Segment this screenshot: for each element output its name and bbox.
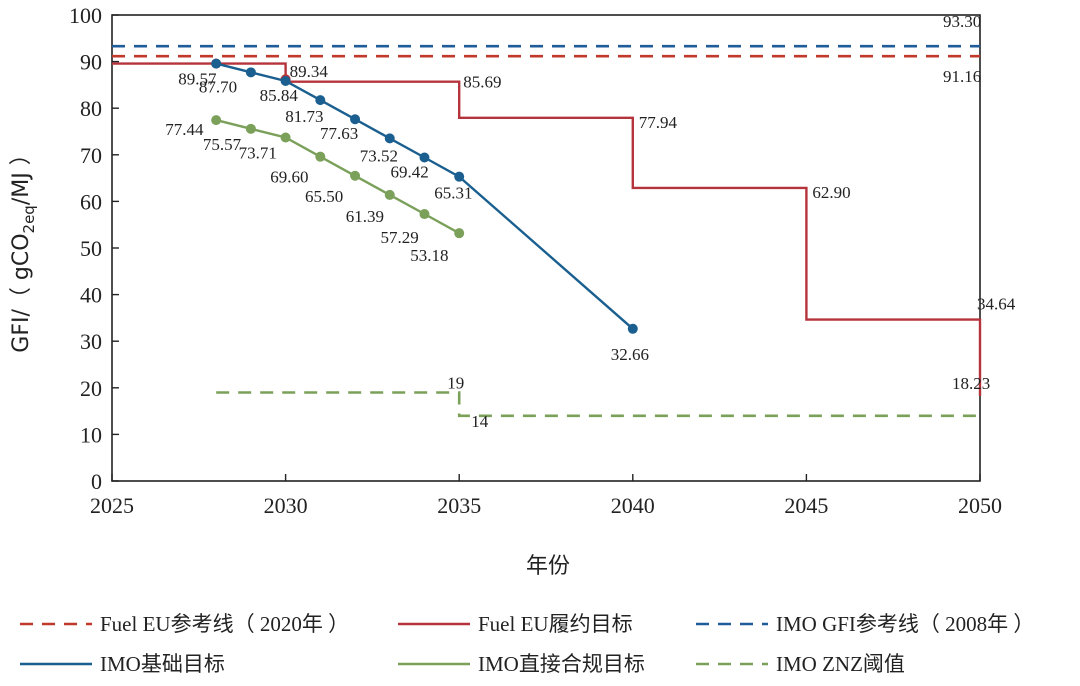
- data-point-imo_base: [280, 75, 291, 86]
- y-axis-title-sub: 2eq: [20, 205, 38, 233]
- data-point-imo_base: [245, 67, 256, 78]
- data-label-eu_target: 62.90: [812, 183, 850, 202]
- x-axis-title: 年份: [526, 554, 570, 579]
- data-label-imo_znz: 19: [447, 374, 464, 393]
- data-point-imo_base: [350, 114, 361, 125]
- x-tick-label: 2025: [90, 493, 134, 518]
- y-axis-title-main: GFI/（ gCO: [9, 233, 34, 352]
- data-point-imo_direct: [315, 151, 326, 162]
- data-label-imo_base: 77.63: [320, 124, 358, 143]
- legend-item-eu_target: Fuel EU履约目标: [398, 612, 633, 636]
- legend-item-imo_base: IMO基础目标: [20, 652, 225, 676]
- data-label-imo_base: 73.52: [360, 146, 398, 165]
- legend-label-imo_direct: IMO直接合规目标: [478, 652, 645, 676]
- data-point-imo_base: [384, 133, 395, 144]
- legend-label-imo_base: IMO基础目标: [100, 652, 225, 676]
- data-label-imo_direct: 53.18: [410, 246, 448, 265]
- legend-label-imo_znz: IMO ZNZ阈值: [776, 652, 905, 676]
- data-label-eu_target: 34.64: [977, 295, 1016, 314]
- legend-item-eu_ref: Fuel EU参考线（ 2020年 ）: [20, 612, 349, 636]
- legend-item-imo_znz: IMO ZNZ阈值: [696, 652, 905, 676]
- data-point-imo_base: [627, 323, 638, 334]
- data-label-imo_direct: 61.39: [346, 207, 384, 226]
- data-point-imo_direct: [419, 209, 430, 220]
- y-tick-label: 80: [80, 96, 102, 121]
- data-label-imo_base: 87.70: [199, 77, 237, 96]
- data-label-imo_direct: 73.71: [239, 144, 277, 163]
- legend-item-imo_direct: IMO直接合规目标: [398, 652, 645, 676]
- y-tick-label: 20: [80, 376, 102, 401]
- data-label-eu_target: 77.94: [639, 113, 678, 132]
- data-label-eu_target: 18.23: [952, 374, 990, 393]
- y-tick-label: 0: [91, 469, 102, 494]
- x-tick-label: 2030: [264, 493, 308, 518]
- data-label-layer: 91.16 93.30 89.57 89.34 85.69 77.94 62.90 34.64…: [165, 12, 1016, 431]
- y-tick-label: 10: [80, 422, 102, 447]
- data-point-imo_base: [419, 152, 430, 163]
- legend-label-imo_ref: IMO GFI参考线（ 2008年 ）: [776, 612, 1034, 636]
- data-point-imo_direct: [211, 115, 222, 126]
- data-label-imo_base: 65.31: [434, 184, 472, 203]
- data-point-imo_base: [454, 171, 465, 182]
- x-tick-label: 2040: [611, 493, 655, 518]
- y-tick-label: 100: [69, 3, 102, 28]
- data-point-imo_base: [315, 95, 326, 106]
- legend: Fuel EU参考线（ 2020年 ） Fuel EU履约目标 IMO GFI参考线…: [20, 612, 1034, 676]
- y-axis-title-unit: /MJ ）: [9, 143, 34, 205]
- series-line-eu_target: [112, 62, 982, 396]
- data-label-imo_znz: 14: [471, 412, 489, 431]
- x-tick-label: 2035: [437, 493, 481, 518]
- y-tick-label: 30: [80, 329, 102, 354]
- series-line-imo_direct: [215, 118, 460, 235]
- x-tick-label: 2045: [784, 493, 828, 518]
- y-tick-label: 60: [80, 189, 102, 214]
- data-label-imo_ref: 93.30: [943, 12, 981, 31]
- plot-frame: [111, 14, 981, 482]
- data-label-imo_direct: 77.44: [165, 120, 204, 139]
- legend-label-eu_target: Fuel EU履约目标: [478, 612, 633, 636]
- legend-label-eu_ref: Fuel EU参考线（ 2020年 ）: [100, 612, 349, 636]
- data-label-eu_target: 89.57: [178, 70, 217, 89]
- data-point-imo_direct: [280, 132, 291, 143]
- data-label-imo_base: 32.66: [611, 345, 649, 364]
- data-label-imo_base: 85.84: [260, 86, 299, 105]
- data-label-eu_target: 89.34: [290, 62, 329, 81]
- series-layer: [112, 44, 982, 418]
- plot-border: [111, 14, 981, 482]
- data-point-imo_direct: [454, 228, 465, 239]
- data-label-imo_base: 81.73: [285, 107, 323, 126]
- series-line-imo_znz: [216, 391, 980, 418]
- y-tick-label: 50: [80, 236, 102, 261]
- y-tick-label: 40: [80, 283, 102, 308]
- data-label-eu_ref: 91.16: [943, 67, 981, 86]
- y-tick-label: 90: [80, 50, 102, 75]
- data-point-imo_direct: [245, 123, 256, 134]
- data-label-imo_direct: 57.29: [381, 228, 419, 247]
- x-tick-label: 2050: [958, 493, 1002, 518]
- data-label-eu_target: 85.69: [463, 73, 501, 92]
- y-tick-label: 70: [80, 143, 102, 168]
- data-label-imo_direct: 75.57: [203, 135, 242, 154]
- data-label-imo_base: 69.42: [391, 163, 429, 182]
- data-point-imo_direct: [384, 189, 395, 200]
- data-label-imo_direct: 65.50: [305, 187, 343, 206]
- legend-item-imo_ref: IMO GFI参考线（ 2008年 ）: [696, 612, 1034, 636]
- data-point-imo_base: [211, 58, 222, 69]
- y-axis-title: GFI/（ gCO2eq/MJ ）: [9, 143, 38, 352]
- data-label-imo_direct: 69.60: [270, 168, 308, 187]
- data-point-imo_direct: [350, 170, 361, 181]
